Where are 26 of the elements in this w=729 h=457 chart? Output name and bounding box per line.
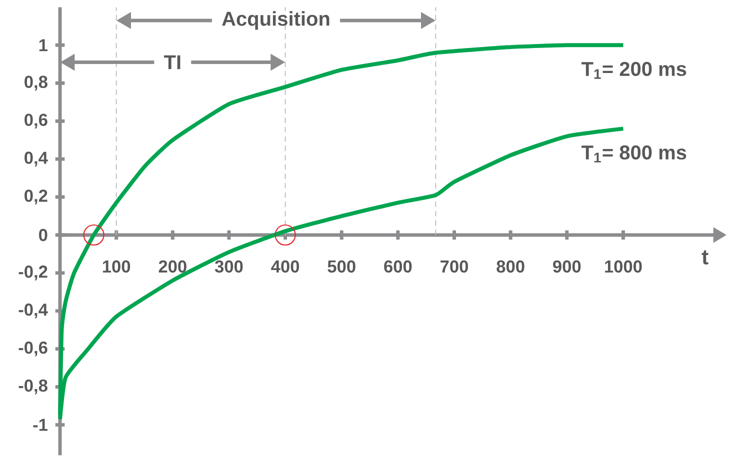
y-tick-label: 0,4 xyxy=(24,152,48,166)
x-tick-label: 100 xyxy=(102,260,130,273)
y-tick-label: 0 xyxy=(39,228,48,242)
y-tick-label: -0,8 xyxy=(18,379,48,394)
series-label: T$_{1}$= 200 ms xyxy=(581,62,686,79)
x-tick-label: 300 xyxy=(214,260,243,273)
y-tick-label: 0,2 xyxy=(24,190,48,204)
y-tick-label: 0,6 xyxy=(24,114,48,128)
x-tick-label: 1000 xyxy=(605,260,642,273)
y-tick-label: -0,6 xyxy=(18,341,48,356)
x-tick-label: 800 xyxy=(496,260,524,273)
x-tick-label: 400 xyxy=(271,260,300,273)
x-axis-title: t xyxy=(702,250,708,264)
x-tick-label: 700 xyxy=(440,260,468,273)
x-tick-label: 200 xyxy=(158,260,186,273)
annotation: TI xyxy=(164,55,180,70)
x-tick-label: 600 xyxy=(384,260,412,273)
y-tick-label: -0,2 xyxy=(18,266,48,280)
x-tick-label: 900 xyxy=(553,260,581,273)
y-tick-label: 0,8 xyxy=(24,76,48,91)
y-tick-label: -1 xyxy=(33,418,48,431)
y-tick-label: 1 xyxy=(39,39,48,52)
annotation: Acquisition xyxy=(222,11,330,30)
y-tick-label: -0,4 xyxy=(18,304,48,318)
x-tick-label: 500 xyxy=(328,260,356,273)
series-label: T$_{1}$= 800 ms xyxy=(581,145,686,162)
